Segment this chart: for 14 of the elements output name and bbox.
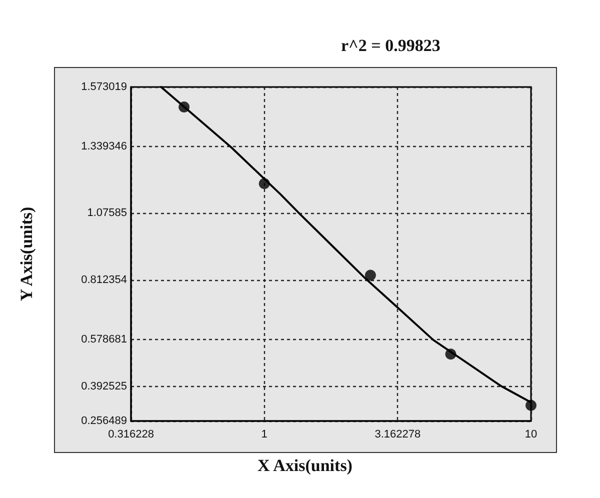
y-tick-label: 1.573019 [81, 81, 127, 93]
y-axis-title: Y Axis(units) [17, 206, 36, 302]
y-tick-label: 0.578681 [81, 333, 127, 346]
y-tick-label: 1.339346 [81, 140, 127, 152]
x-tick-label: 3.162278 [374, 428, 421, 440]
x-tick-label: 0.316228 [108, 428, 154, 440]
x-tick-label: 10 [524, 428, 538, 440]
y-tick-label: 1.07585 [87, 207, 127, 220]
chart-title: r^2 = 0.99823 [341, 36, 440, 55]
y-tick-label: 0.256489 [81, 415, 127, 427]
x-axis-title: X Axis(units) [258, 456, 352, 475]
y-tick-label: 0.392525 [81, 380, 127, 392]
y-tick-label: 0.812354 [81, 274, 127, 286]
x-tick-label: 1 [261, 428, 268, 440]
